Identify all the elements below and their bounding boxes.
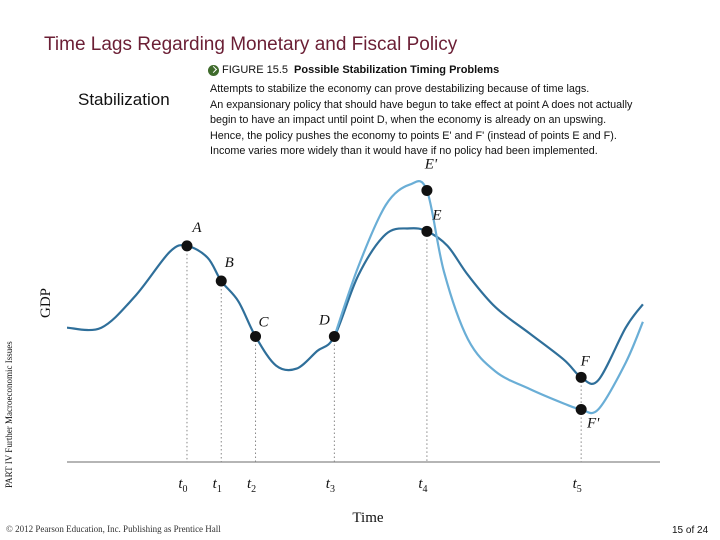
point-label-F: F	[580, 353, 591, 369]
data-point-A	[181, 240, 193, 252]
tick-label-t1: t1	[213, 476, 222, 495]
series-line-no-policy	[66, 227, 644, 385]
caption-line: begin to have an impact until point D, w…	[210, 114, 607, 126]
tick-label-t3: t3	[326, 476, 335, 495]
data-point-F-prime	[575, 403, 587, 415]
y-axis-label: GDP	[38, 288, 54, 318]
point-label-D: D	[318, 312, 330, 328]
point-label-F-prime: F'	[586, 415, 600, 431]
figure-header: FIGURE 15.5 Possible Stabilization Timin…	[208, 64, 499, 76]
data-point-B	[215, 275, 227, 287]
figure-caption: Attempts to stabilize the economy can pr…	[210, 82, 690, 160]
figure-number: FIGURE 15.5	[222, 64, 289, 76]
caption-line: Income varies more widely than it would …	[210, 145, 598, 157]
figure-name: Possible Stabilization Timing Problems	[294, 64, 500, 76]
point-label-C: C	[259, 314, 270, 330]
chart-points: A B C D E E' F F'	[181, 156, 600, 431]
point-label-E-prime: E'	[424, 156, 438, 172]
data-point-C	[250, 330, 262, 342]
data-point-E-prime	[421, 184, 433, 196]
point-label-B: B	[225, 255, 234, 271]
data-point-F	[575, 371, 587, 383]
data-point-D	[328, 330, 340, 342]
section-label: Stabilization	[78, 90, 170, 109]
slide-title: Time Lags Regarding Monetary and Fiscal …	[44, 34, 458, 55]
caption-line: An expansionary policy that should have …	[210, 98, 633, 111]
point-label-E: E	[431, 207, 441, 223]
point-label-A: A	[191, 220, 202, 236]
series-line-policy	[333, 180, 644, 415]
tick-label-t4: t4	[418, 476, 427, 495]
tick-label-t5: t5	[573, 476, 582, 495]
tick-label-t2: t2	[247, 476, 256, 495]
tick-label-t0: t0	[178, 476, 187, 495]
page-number: 15 of 24	[672, 525, 709, 536]
caption-line: Hence, the policy pushes the economy to …	[210, 129, 617, 142]
data-point-E	[421, 225, 433, 237]
chart-axes: t0 t1 t2 t3 t4 t5	[67, 231, 660, 495]
copyright-notice: © 2012 Pearson Education, Inc. Publishin…	[6, 524, 221, 534]
chart-curves	[66, 180, 644, 415]
checkmark-icon	[208, 64, 219, 76]
caption-line: Attempts to stabilize the economy can pr…	[210, 83, 590, 95]
x-axis-label: Time	[352, 510, 383, 526]
